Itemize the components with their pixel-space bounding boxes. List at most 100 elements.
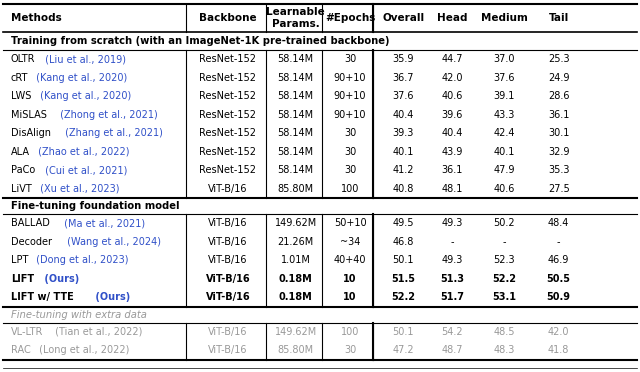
Text: 28.6: 28.6 [548, 91, 570, 101]
Text: Backbone: Backbone [199, 13, 257, 23]
Text: 24.9: 24.9 [548, 73, 570, 83]
Text: -: - [451, 237, 454, 247]
Text: (Xu et al., 2023): (Xu et al., 2023) [38, 184, 120, 194]
Text: 36.7: 36.7 [392, 73, 414, 83]
Text: 46.9: 46.9 [548, 255, 570, 265]
Text: 50.1: 50.1 [392, 327, 414, 337]
Text: 49.5: 49.5 [392, 218, 414, 228]
Text: 50.2: 50.2 [493, 218, 515, 228]
Text: ViT-B/16: ViT-B/16 [208, 184, 248, 194]
Text: (Dong et al., 2023): (Dong et al., 2023) [33, 255, 129, 265]
Text: 90+10: 90+10 [334, 73, 366, 83]
Text: 58.14M: 58.14M [278, 128, 314, 138]
Text: VL-LTR: VL-LTR [11, 327, 43, 337]
Text: 36.1: 36.1 [442, 165, 463, 175]
Text: (Ours): (Ours) [40, 274, 79, 284]
Text: Tail: Tail [548, 13, 569, 23]
Text: ViT-B/16: ViT-B/16 [208, 255, 248, 265]
Text: OLTR: OLTR [11, 54, 35, 64]
Text: 54.2: 54.2 [442, 327, 463, 337]
Text: 47.9: 47.9 [493, 165, 515, 175]
Text: 39.3: 39.3 [392, 128, 414, 138]
Text: 30.1: 30.1 [548, 128, 570, 138]
Text: 85.80M: 85.80M [278, 345, 314, 355]
Text: 30: 30 [344, 165, 356, 175]
Text: 58.14M: 58.14M [278, 147, 314, 157]
Text: 35.3: 35.3 [548, 165, 570, 175]
Text: 40.4: 40.4 [392, 110, 414, 120]
Text: 41.8: 41.8 [548, 345, 570, 355]
Text: 32.9: 32.9 [548, 147, 570, 157]
Text: (Kang et al., 2020): (Kang et al., 2020) [33, 73, 127, 83]
Text: 42.0: 42.0 [442, 73, 463, 83]
Text: Medium: Medium [481, 13, 528, 23]
Text: BALLAD: BALLAD [11, 218, 49, 228]
Text: ViT-B/16: ViT-B/16 [208, 345, 248, 355]
Text: 40.1: 40.1 [493, 147, 515, 157]
Text: RAC: RAC [11, 345, 31, 355]
Text: -: - [502, 237, 506, 247]
Text: 50+10: 50+10 [334, 218, 366, 228]
Text: 85.80M: 85.80M [278, 184, 314, 194]
Text: LiVT: LiVT [11, 184, 31, 194]
Text: MiSLAS: MiSLAS [11, 110, 47, 120]
Text: LIFT w/ TTE: LIFT w/ TTE [11, 292, 74, 302]
Text: ResNet-152: ResNet-152 [199, 165, 257, 175]
Text: 52.3: 52.3 [493, 255, 515, 265]
Text: 49.3: 49.3 [442, 255, 463, 265]
Text: 48.4: 48.4 [548, 218, 570, 228]
Text: ResNet-152: ResNet-152 [199, 91, 257, 101]
Text: 43.3: 43.3 [493, 110, 515, 120]
Text: 30: 30 [344, 147, 356, 157]
Text: 50.5: 50.5 [547, 274, 571, 284]
Text: 58.14M: 58.14M [278, 110, 314, 120]
Text: ~34: ~34 [340, 237, 360, 247]
Text: 51.5: 51.5 [391, 274, 415, 284]
Text: ViT-B/16: ViT-B/16 [205, 292, 250, 302]
Text: 10: 10 [343, 274, 357, 284]
Text: 90+10: 90+10 [334, 110, 366, 120]
Text: LWS: LWS [11, 91, 31, 101]
Text: Overall: Overall [382, 13, 424, 23]
Text: 21.26M: 21.26M [278, 237, 314, 247]
Text: 1.01M: 1.01M [281, 255, 310, 265]
Text: 48.3: 48.3 [493, 345, 515, 355]
Text: 36.1: 36.1 [548, 110, 570, 120]
Text: 37.6: 37.6 [493, 73, 515, 83]
Text: 41.2: 41.2 [392, 165, 414, 175]
Text: 100: 100 [341, 327, 359, 337]
Text: Methods: Methods [11, 13, 61, 23]
Text: 90+10: 90+10 [334, 91, 366, 101]
Text: 30: 30 [344, 345, 356, 355]
Text: 58.14M: 58.14M [278, 54, 314, 64]
Text: 58.14M: 58.14M [278, 91, 314, 101]
Text: (Liu et al., 2019): (Liu et al., 2019) [42, 54, 126, 64]
Text: 37.6: 37.6 [392, 91, 414, 101]
Text: 35.9: 35.9 [392, 54, 414, 64]
Text: 37.0: 37.0 [493, 54, 515, 64]
Text: 149.62M: 149.62M [275, 218, 317, 228]
Text: (Tian et al., 2022): (Tian et al., 2022) [52, 327, 143, 337]
Text: (Long et al., 2022): (Long et al., 2022) [36, 345, 129, 355]
Text: Training from scratch (with an ImageNet-1K pre-trained backbone): Training from scratch (with an ImageNet-… [11, 36, 389, 46]
Text: 48.1: 48.1 [442, 184, 463, 194]
Text: 39.1: 39.1 [493, 91, 515, 101]
Text: ResNet-152: ResNet-152 [199, 110, 257, 120]
Text: 40.1: 40.1 [392, 147, 414, 157]
Text: 40.6: 40.6 [442, 91, 463, 101]
Text: Learnable
Params.: Learnable Params. [266, 7, 325, 29]
Text: LPT: LPT [11, 255, 28, 265]
Text: (Wang et al., 2024): (Wang et al., 2024) [63, 237, 161, 247]
Text: 49.3: 49.3 [442, 218, 463, 228]
Text: ViT-B/16: ViT-B/16 [205, 274, 250, 284]
Text: (Kang et al., 2020): (Kang et al., 2020) [37, 91, 131, 101]
Text: (Cui et al., 2021): (Cui et al., 2021) [42, 165, 127, 175]
Text: 50.1: 50.1 [392, 255, 414, 265]
Text: 47.2: 47.2 [392, 345, 414, 355]
Text: 52.2: 52.2 [391, 292, 415, 302]
Text: 30: 30 [344, 128, 356, 138]
Text: DisAlign: DisAlign [11, 128, 51, 138]
Text: 30: 30 [344, 54, 356, 64]
Text: cRT: cRT [11, 73, 28, 83]
Text: ViT-B/16: ViT-B/16 [208, 237, 248, 247]
